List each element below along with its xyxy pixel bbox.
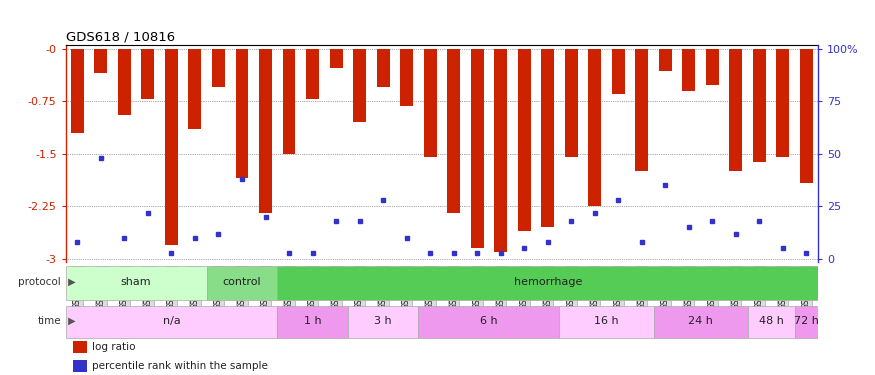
Bar: [283, 48, 296, 154]
Bar: [376, 48, 389, 87]
Bar: [682, 48, 696, 91]
Text: 1 h: 1 h: [304, 316, 321, 326]
Text: ▶: ▶: [65, 316, 75, 326]
Bar: [188, 48, 201, 129]
FancyBboxPatch shape: [277, 266, 818, 300]
Bar: [118, 48, 131, 115]
Bar: [612, 48, 625, 94]
Bar: [776, 48, 789, 157]
Text: 16 h: 16 h: [594, 316, 619, 326]
Text: 24 h: 24 h: [688, 316, 713, 326]
Bar: [94, 48, 108, 73]
FancyBboxPatch shape: [559, 306, 654, 338]
Text: hemorrhage: hemorrhage: [514, 278, 582, 287]
Bar: [212, 48, 225, 87]
FancyBboxPatch shape: [418, 306, 559, 338]
Bar: [564, 48, 578, 157]
Bar: [142, 48, 154, 99]
Bar: [542, 48, 554, 227]
Bar: [635, 48, 648, 171]
Text: n/a: n/a: [163, 316, 180, 326]
Bar: [165, 48, 178, 245]
Bar: [447, 48, 460, 213]
Bar: [74, 341, 87, 353]
Bar: [424, 48, 437, 157]
Bar: [74, 360, 87, 372]
Text: control: control: [222, 278, 262, 287]
Bar: [71, 48, 84, 133]
FancyBboxPatch shape: [206, 266, 277, 300]
Bar: [518, 48, 530, 231]
Bar: [235, 48, 248, 178]
FancyBboxPatch shape: [794, 306, 818, 338]
Text: 3 h: 3 h: [374, 316, 392, 326]
Bar: [330, 48, 342, 68]
Bar: [659, 48, 672, 71]
Text: time: time: [38, 316, 61, 326]
Bar: [471, 48, 484, 249]
Text: 6 h: 6 h: [480, 316, 498, 326]
Bar: [259, 48, 272, 213]
Text: GDS618 / 10816: GDS618 / 10816: [66, 31, 175, 44]
Text: protocol: protocol: [18, 277, 61, 287]
Bar: [306, 48, 319, 99]
Bar: [494, 48, 507, 252]
Bar: [706, 48, 718, 85]
Bar: [588, 48, 601, 206]
Bar: [730, 48, 742, 171]
Text: 72 h: 72 h: [794, 316, 819, 326]
Text: ▶: ▶: [65, 277, 75, 287]
Bar: [400, 48, 413, 106]
Bar: [800, 48, 813, 183]
Text: sham: sham: [121, 278, 151, 287]
Text: log ratio: log ratio: [92, 342, 136, 352]
FancyBboxPatch shape: [747, 306, 794, 338]
Text: percentile rank within the sample: percentile rank within the sample: [92, 360, 268, 370]
FancyBboxPatch shape: [654, 306, 747, 338]
Bar: [354, 48, 366, 122]
Bar: [752, 48, 766, 162]
FancyBboxPatch shape: [277, 306, 348, 338]
FancyBboxPatch shape: [66, 266, 206, 300]
Text: 48 h: 48 h: [759, 316, 783, 326]
FancyBboxPatch shape: [348, 306, 418, 338]
FancyBboxPatch shape: [66, 306, 277, 338]
